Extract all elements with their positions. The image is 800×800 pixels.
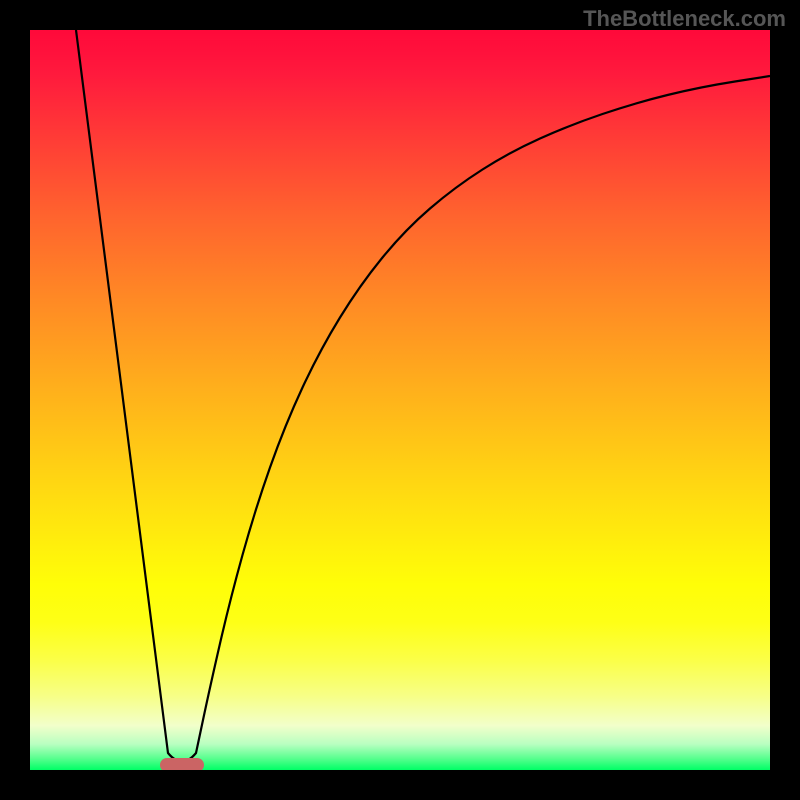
- optimal-point-marker: [160, 758, 204, 770]
- bottleneck-curve-path: [76, 30, 770, 762]
- plot-area: [30, 30, 770, 770]
- chart-container: TheBottleneck.com: [0, 0, 800, 800]
- watermark-text: TheBottleneck.com: [583, 6, 786, 32]
- bottleneck-curve-svg: [30, 30, 770, 770]
